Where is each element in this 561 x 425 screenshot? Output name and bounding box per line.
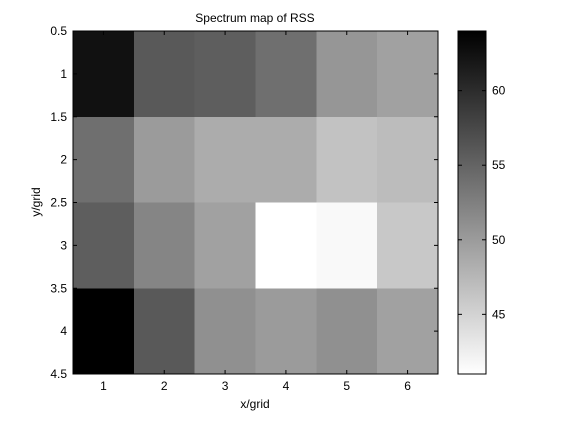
heatmap-cell xyxy=(255,202,317,289)
heatmap-cell xyxy=(73,202,134,289)
y-tick-label: 1.5 xyxy=(50,110,67,124)
x-tick-label: 5 xyxy=(343,379,350,393)
heatmap-cell xyxy=(133,116,195,203)
heatmap-cell xyxy=(377,202,438,289)
heatmap-cell xyxy=(377,31,438,117)
colorbar-tick-label: 55 xyxy=(492,158,506,172)
x-tick-label: 1 xyxy=(100,379,107,393)
colorbar-gradient xyxy=(457,30,487,375)
heatmap-cell xyxy=(316,288,378,374)
heatmap-cell xyxy=(73,288,134,374)
y-tick-label: 1 xyxy=(60,67,67,81)
x-tick-label: 6 xyxy=(404,379,411,393)
heatmap-cell xyxy=(194,31,256,117)
y-tick-label: 3.5 xyxy=(50,281,67,295)
heatmap-cell xyxy=(133,202,195,289)
y-axis-ticks: 0.5 1 1.5 2 2.5 3 3.5 4 4.5 xyxy=(50,24,438,381)
heatmap-cell xyxy=(316,202,378,289)
y-tick-label: 2 xyxy=(60,153,67,167)
heatmap-cell xyxy=(133,31,195,117)
x-tick-label: 4 xyxy=(283,379,290,393)
heatmap-cell xyxy=(377,288,438,374)
heatmap-cell xyxy=(255,31,317,117)
chart-title: Spectrum map of RSS xyxy=(195,11,314,25)
x-tick-label: 3 xyxy=(222,379,229,393)
y-tick-label: 4 xyxy=(60,324,67,338)
x-axis-label: x/grid xyxy=(240,397,269,411)
colorbar: 45 50 55 60 xyxy=(457,30,506,375)
x-tick-label: 2 xyxy=(161,379,168,393)
colorbar-tick-label: 60 xyxy=(492,84,506,98)
y-tick-label: 2.5 xyxy=(50,196,67,210)
colorbar-tick-label: 45 xyxy=(492,307,506,321)
y-tick-label: 3 xyxy=(60,238,67,252)
x-axis-ticks: 1 2 3 4 5 6 xyxy=(100,31,411,393)
heatmap-cell xyxy=(194,116,256,203)
heatmap-cell xyxy=(133,288,195,374)
y-axis-label: y/grid xyxy=(29,187,43,216)
heatmap-cells xyxy=(73,31,438,374)
heatmap-cell xyxy=(194,288,256,374)
heatmap-cell xyxy=(316,116,378,203)
y-tick-label: 0.5 xyxy=(50,24,67,38)
colorbar-tick-label: 50 xyxy=(492,233,506,247)
heatmap-cell xyxy=(255,116,317,203)
heatmap-cell xyxy=(73,116,134,203)
heatmap-cell xyxy=(73,31,134,117)
heatmap-cell xyxy=(377,116,438,203)
y-tick-label: 4.5 xyxy=(50,367,67,381)
heatmap-cell xyxy=(255,288,317,374)
heatmap-cell xyxy=(316,31,378,117)
heatmap-cell xyxy=(194,202,256,289)
